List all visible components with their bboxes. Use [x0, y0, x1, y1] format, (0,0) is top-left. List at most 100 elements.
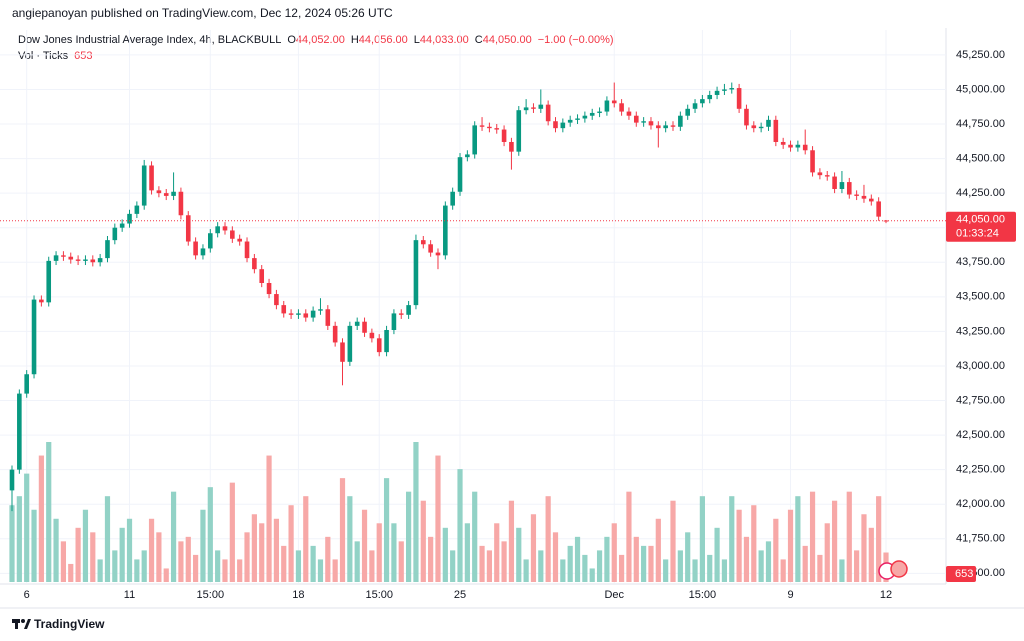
candle-body: [736, 88, 742, 109]
candle-body: [31, 299, 37, 375]
candle-body: [802, 144, 808, 151]
volume-bar: [795, 496, 801, 582]
y-tick-label: 43,750.00: [956, 256, 1005, 268]
candle-body: [46, 260, 52, 303]
volume-bar: [486, 550, 492, 582]
candle-body: [435, 252, 441, 256]
candle-body: [575, 118, 580, 120]
volume-bar: [266, 455, 272, 582]
publisher-line: angiepanoyan published on TradingView.co…: [12, 6, 393, 20]
volume-bar: [655, 518, 661, 582]
volume-bar: [376, 523, 382, 582]
volume-bar: [361, 509, 368, 582]
candle-body: [729, 88, 735, 90]
candle-body: [266, 282, 272, 295]
x-tick-label: 25: [454, 589, 466, 601]
candle-body: [332, 325, 338, 343]
candle-body: [230, 230, 235, 239]
volume-bar: [148, 518, 155, 582]
volume-bar: [339, 478, 346, 582]
candle-body: [68, 256, 74, 260]
volume-bar: [435, 455, 441, 582]
volume-bar: [200, 509, 206, 582]
legend-close: 44,050.00: [483, 34, 532, 46]
volume-bar: [648, 545, 654, 582]
volume-bar: [692, 559, 698, 582]
candle-body: [112, 227, 118, 241]
volume-bar: [854, 550, 860, 582]
volume-badge: [946, 566, 976, 582]
legend-h: H: [351, 34, 359, 46]
candle-body: [274, 294, 279, 306]
volume-bar: [273, 518, 280, 582]
candle-body: [178, 191, 184, 216]
volume-bar: [193, 554, 199, 582]
volume-bar: [508, 500, 515, 582]
volume-bar: [53, 518, 59, 582]
candle-body: [398, 313, 404, 315]
volume-bar: [876, 496, 882, 582]
y-tick-label: 42,000.00: [956, 498, 1005, 510]
volume-bar: [751, 505, 757, 582]
candle-body: [354, 321, 360, 326]
volume-bar: [281, 545, 287, 582]
volume-bar: [685, 532, 691, 582]
candle-body: [531, 107, 536, 109]
candle-body: [90, 259, 96, 263]
y-tick-label: 44,750.00: [956, 118, 1005, 130]
volume-bar: [574, 536, 581, 582]
candle-body: [193, 241, 198, 256]
x-tick-label: 12: [880, 589, 892, 601]
volume-bar: [618, 554, 625, 582]
candle-body: [722, 89, 727, 91]
candle-body: [839, 182, 845, 189]
volume-bar: [38, 455, 44, 582]
volume-bar: [824, 523, 830, 582]
candle-body: [685, 108, 690, 116]
candle-body: [413, 240, 419, 306]
volume-bar: [442, 527, 448, 582]
volume-bar: [707, 554, 713, 582]
candle-body: [450, 191, 455, 206]
volume-bar: [494, 523, 500, 582]
volume-bar: [104, 496, 111, 582]
candle-body: [252, 258, 257, 270]
volume-bar: [46, 442, 52, 582]
y-tick-label: 43,000.00: [956, 360, 1005, 372]
candle-body: [17, 393, 22, 470]
legend-high: 44,056.00: [359, 34, 408, 46]
candle-body: [846, 182, 852, 195]
y-tick-label: 42,750.00: [956, 394, 1005, 406]
volume-bar: [9, 505, 15, 582]
candle-body: [700, 99, 705, 104]
price-badge-label: 44,050.00: [956, 214, 1005, 226]
candle-body: [626, 111, 632, 116]
candle-body: [141, 165, 147, 206]
candle-body: [61, 255, 66, 257]
candle-body: [347, 325, 353, 362]
y-tick-label: 45,000.00: [956, 83, 1005, 95]
volume-bar: [736, 509, 742, 582]
symbol-title: Dow Jones Industrial Average Index, 4h, …: [18, 34, 281, 46]
candle-body: [582, 115, 588, 119]
candle-body: [457, 157, 463, 192]
volume-bar: [310, 545, 316, 582]
candle-body: [9, 469, 15, 491]
volume-bar: [765, 541, 772, 582]
volume-bar: [714, 527, 720, 582]
candle-body: [97, 258, 103, 263]
legend-change: −1.00 (−0.00%): [538, 34, 614, 46]
volume-bar: [809, 491, 816, 582]
x-tick-label: 15:00: [689, 589, 717, 601]
candle-body: [185, 215, 191, 242]
candle-body: [53, 255, 59, 261]
brand-name: TradingView: [34, 617, 105, 631]
candle-body: [817, 172, 823, 176]
candle-body: [391, 313, 397, 331]
candle-body: [105, 240, 110, 259]
volume-bar: [413, 442, 419, 582]
countdown-label: 01:33:24: [956, 228, 999, 240]
candle-body: [663, 125, 668, 129]
volume-bar: [663, 559, 669, 582]
volume-bar: [545, 496, 551, 582]
